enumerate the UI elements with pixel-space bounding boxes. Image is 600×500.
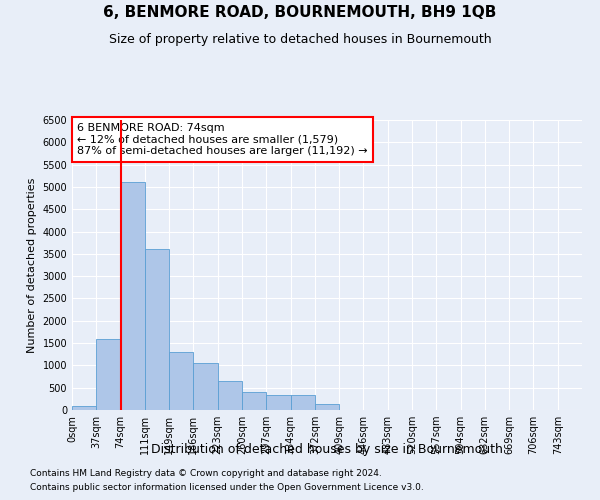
Bar — [145, 250, 169, 410]
Bar — [315, 404, 339, 410]
Text: Contains public sector information licensed under the Open Government Licence v3: Contains public sector information licen… — [30, 484, 424, 492]
Text: Distribution of detached houses by size in Bournemouth: Distribution of detached houses by size … — [151, 442, 503, 456]
Text: Size of property relative to detached houses in Bournemouth: Size of property relative to detached ho… — [109, 32, 491, 46]
Text: Contains HM Land Registry data © Crown copyright and database right 2024.: Contains HM Land Registry data © Crown c… — [30, 468, 382, 477]
Bar — [121, 182, 145, 410]
Bar — [96, 338, 121, 410]
Text: 6 BENMORE ROAD: 74sqm
← 12% of detached houses are smaller (1,579)
87% of semi-d: 6 BENMORE ROAD: 74sqm ← 12% of detached … — [77, 123, 368, 156]
Bar — [266, 396, 290, 410]
Y-axis label: Number of detached properties: Number of detached properties — [27, 178, 37, 352]
Bar — [193, 363, 218, 410]
Bar — [242, 392, 266, 410]
Text: 6, BENMORE ROAD, BOURNEMOUTH, BH9 1QB: 6, BENMORE ROAD, BOURNEMOUTH, BH9 1QB — [103, 5, 497, 20]
Bar — [290, 396, 315, 410]
Bar — [169, 352, 193, 410]
Bar — [72, 406, 96, 410]
Bar — [218, 381, 242, 410]
